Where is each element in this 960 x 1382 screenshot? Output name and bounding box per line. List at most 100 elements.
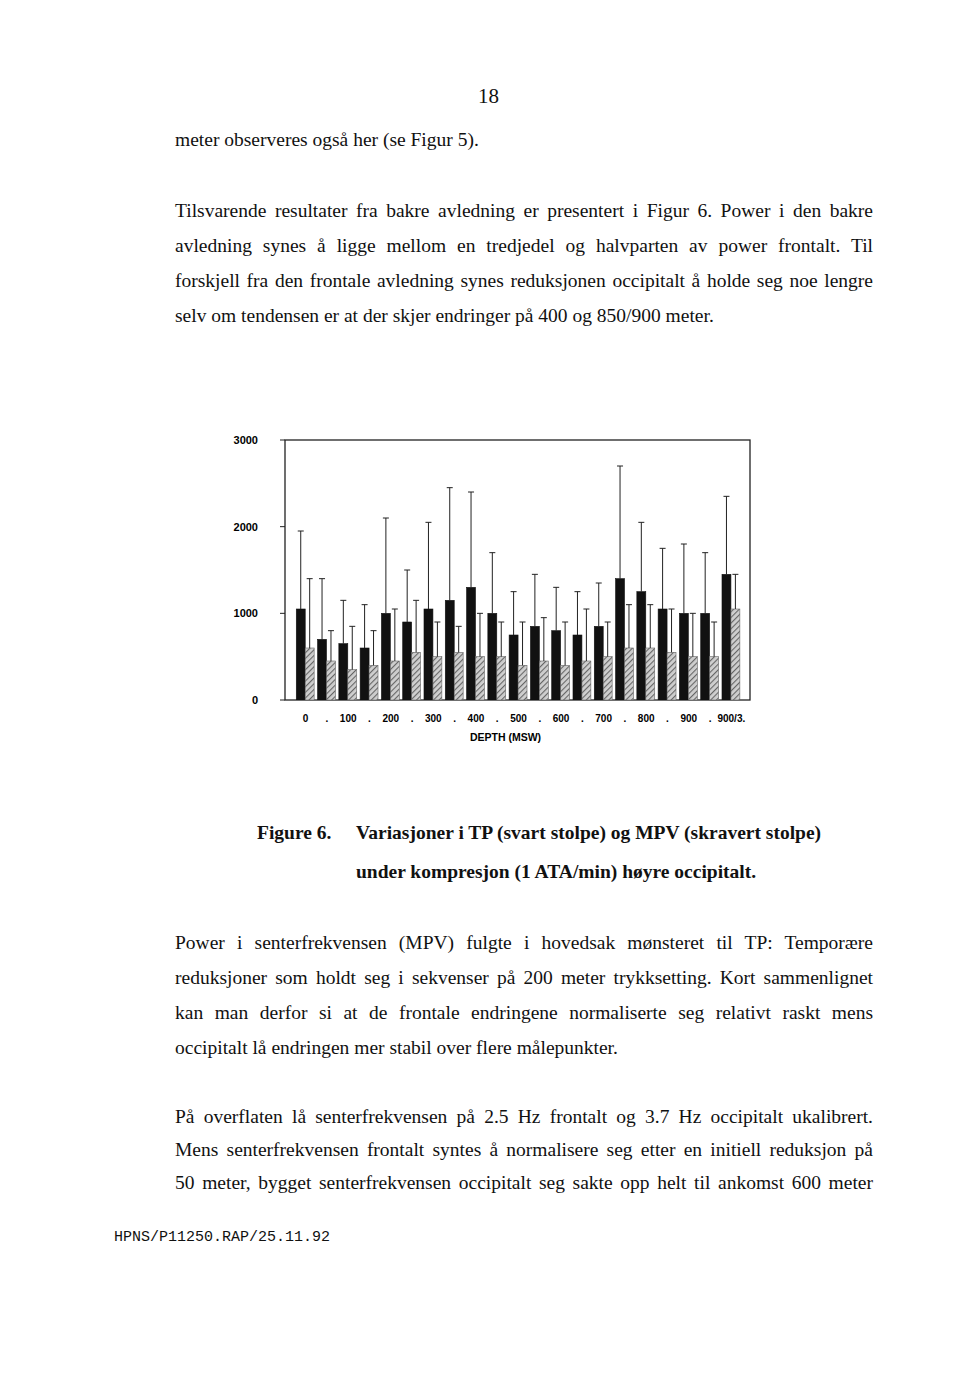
x-tick-label: . [453, 713, 456, 724]
error-bar [562, 622, 568, 665]
error-bar [647, 605, 653, 648]
paragraph-line: Mens senterfrekvensen frontalt syntes å … [175, 1138, 873, 1162]
bar [327, 661, 336, 700]
bar [701, 613, 710, 700]
paragraph-line: 50 meter, bygget senterfrekvensen occipi… [175, 1171, 873, 1195]
caption-text: under kompresjon (1 ATA/min) høyre occip… [356, 860, 756, 884]
error-bar [596, 583, 602, 626]
bar [530, 626, 539, 700]
error-bar [319, 579, 325, 640]
bars [296, 466, 740, 700]
footer: HPNS/P11250.RAP/25.11.92 [114, 1229, 330, 1246]
bar [646, 648, 655, 700]
caption-text: Variasjoner i TP (svart stolpe) og MPV (… [356, 821, 821, 845]
x-tick-label: . [581, 713, 584, 724]
bar [360, 648, 369, 700]
bar [679, 613, 688, 700]
error-bar [711, 622, 717, 657]
error-bar [669, 609, 675, 652]
paragraph-line: avledning synes å ligge mellom en tredje… [175, 234, 873, 258]
error-bar [511, 592, 517, 635]
bar [616, 579, 625, 700]
bar [318, 639, 327, 700]
error-bar [456, 626, 462, 652]
bar [688, 657, 697, 700]
error-bar [702, 553, 708, 614]
x-tick-label: 600 [553, 713, 570, 724]
error-bar [340, 600, 346, 643]
page-number: 18 [478, 84, 499, 109]
y-tick [280, 700, 285, 701]
error-bar [532, 574, 538, 626]
x-tick-label: 0 [303, 713, 309, 724]
error-bar [489, 553, 495, 614]
bar [445, 600, 454, 700]
error-bar [328, 631, 334, 661]
paragraph-line: forskjell fra den frontale avledning syn… [175, 269, 873, 293]
error-bar [383, 518, 389, 613]
bar [390, 661, 399, 700]
bar [424, 609, 433, 700]
bar [722, 574, 731, 700]
bar [305, 648, 314, 700]
y-tick [280, 613, 285, 614]
bar [658, 609, 667, 700]
bar [518, 665, 527, 700]
error-bar [349, 626, 355, 669]
paragraph-line: occipitalt lå endringen mer stabil over … [175, 1036, 873, 1060]
error-bar [468, 492, 474, 587]
error-bar [660, 548, 666, 609]
bar [454, 652, 463, 700]
y-tick [280, 440, 285, 441]
x-tick-label: . [666, 713, 669, 724]
bar [412, 652, 421, 700]
paragraph-line: kan man derfor si at de frontale endring… [175, 1001, 873, 1025]
error-bar [541, 618, 547, 661]
bar [348, 670, 357, 700]
error-bar [638, 522, 644, 591]
bar [488, 613, 497, 700]
x-tick-label: . [326, 713, 329, 724]
error-bar [298, 531, 304, 609]
bar [603, 657, 612, 700]
paragraph-line: reduksjoner som holdt seg i sekvenser på… [175, 966, 873, 990]
error-bar [553, 587, 559, 630]
bar [509, 635, 518, 700]
error-bar [413, 600, 419, 652]
error-bar [404, 570, 410, 622]
x-tick-label: 100 [340, 713, 357, 724]
error-bar [605, 622, 611, 657]
error-bar [498, 622, 504, 657]
bar [467, 587, 476, 700]
error-bar [307, 579, 313, 648]
bar [296, 609, 305, 700]
bar [403, 622, 412, 700]
error-bar [371, 631, 377, 666]
y-tick-label: 2000 [234, 521, 258, 533]
error-bar [447, 488, 453, 601]
error-bar [425, 522, 431, 609]
bar [381, 613, 390, 700]
y-tick-label: 0 [252, 694, 258, 706]
x-tick-label: 700 [595, 713, 612, 724]
x-tick-label: . [496, 713, 499, 724]
error-bar [434, 622, 440, 657]
bar [539, 661, 548, 700]
error-bar [520, 622, 526, 665]
y-tick-label: 3000 [234, 434, 258, 446]
x-tick-label: 900 [680, 713, 697, 724]
bar [369, 665, 378, 700]
bar [497, 657, 506, 700]
error-bar [617, 466, 623, 579]
bar [476, 657, 485, 700]
bar [594, 626, 603, 700]
error-bar [583, 609, 589, 661]
error-bar [681, 544, 687, 613]
error-bar [392, 609, 398, 661]
bar [710, 657, 719, 700]
error-bar [626, 605, 632, 648]
bar [339, 644, 348, 700]
y-tick-label: 1000 [234, 607, 258, 619]
x-tick-label: . [709, 713, 712, 724]
bar [561, 665, 570, 700]
